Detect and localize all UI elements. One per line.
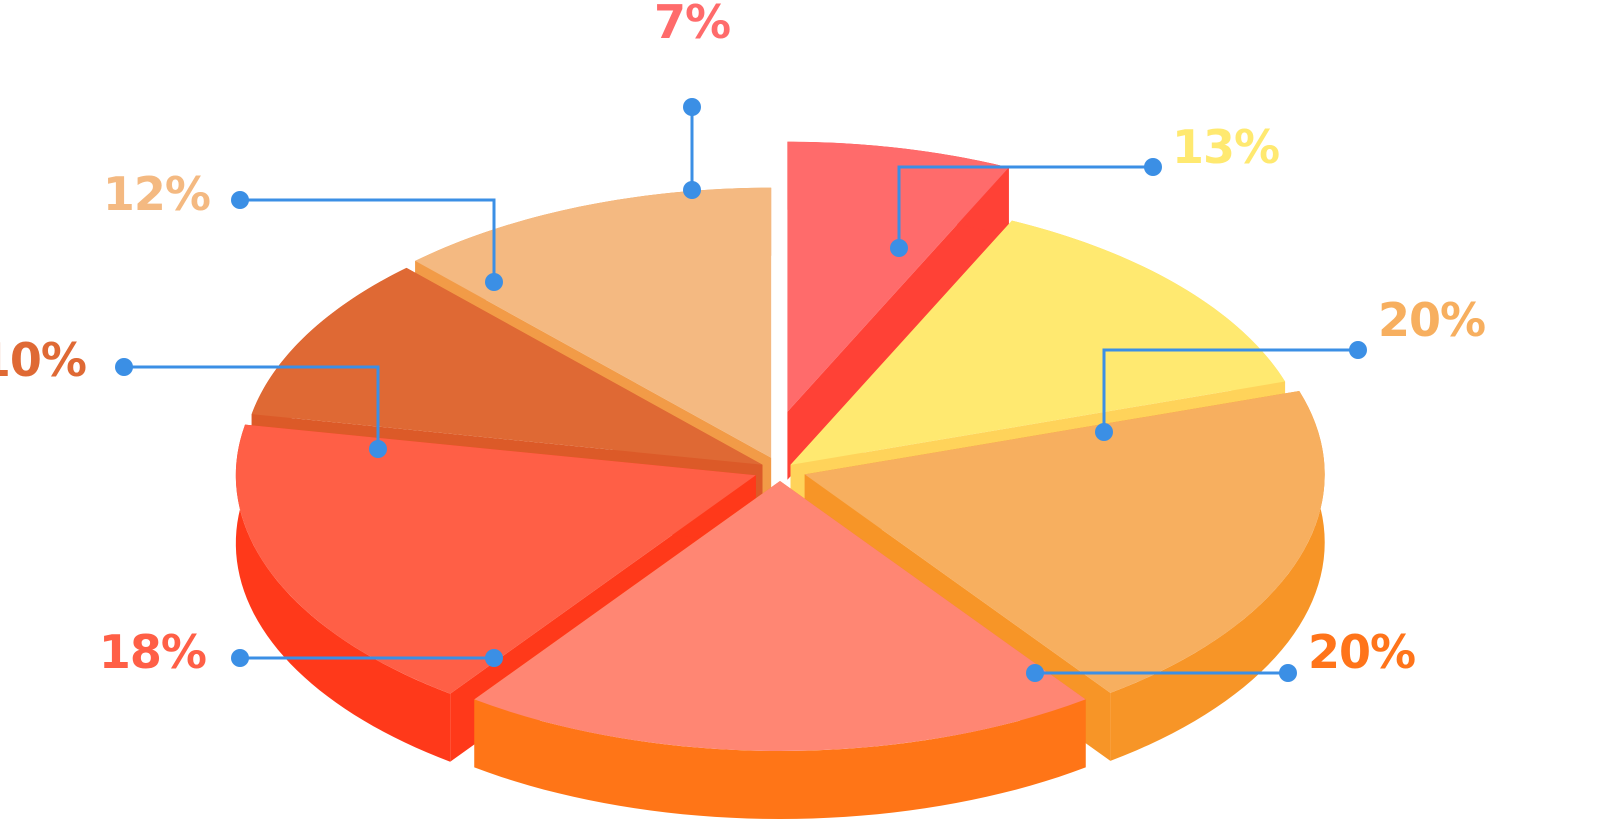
pie-slice-2: [804, 390, 1325, 693]
leader-anchor-dot: [1026, 664, 1044, 682]
slice-label-0: 7%: [654, 0, 730, 49]
leader-anchor-dot: [1095, 423, 1113, 441]
pie-slice-3: [474, 481, 1086, 751]
slice-labels: 7% 13% 20% 20% 18% 10% 12%: [0, 0, 1486, 679]
pie-slice-4: [235, 424, 756, 694]
leader-anchor-dot: [369, 440, 387, 458]
pie-tops: [235, 141, 1325, 751]
leader-line-1: [897, 165, 1153, 248]
slice-outer-wall: [235, 424, 451, 762]
pie-slice-0: [787, 141, 1009, 412]
leader-end-dot: [1144, 158, 1162, 176]
leader-line-2: [1102, 348, 1358, 432]
leader-anchor-dot: [485, 273, 503, 291]
pie-slice-1: [790, 220, 1286, 465]
slice-label-5: 10%: [0, 333, 86, 387]
leader-lines: [115, 98, 1367, 682]
slice-wall: [787, 167, 1009, 480]
slice-label-2: 20%: [1378, 293, 1485, 347]
pie-slice-6: [415, 187, 772, 458]
leader-end-dot: [683, 98, 701, 116]
leader-anchor-dot: [485, 649, 503, 667]
leader-line-5: [124, 365, 380, 449]
slice-outer-wall: [474, 699, 1086, 819]
slice-label-6: 12%: [103, 167, 210, 221]
leader-end-dot: [1349, 341, 1367, 359]
leader-end-dot: [115, 358, 133, 376]
slice-label-3: 20%: [1308, 625, 1415, 679]
leader-end-dot: [1279, 664, 1297, 682]
leader-line-6: [240, 198, 496, 282]
slice-label-1: 13%: [1172, 120, 1279, 174]
leader-end-dot: [231, 649, 249, 667]
leader-anchor-dot: [890, 239, 908, 257]
leader-anchor-dot: [683, 181, 701, 199]
slice-label-4: 18%: [99, 625, 206, 679]
leader-end-dot: [231, 191, 249, 209]
